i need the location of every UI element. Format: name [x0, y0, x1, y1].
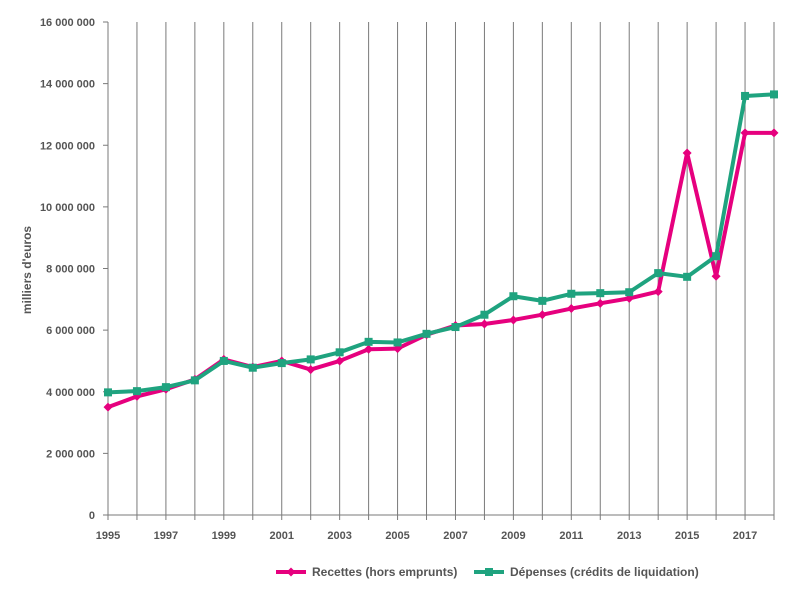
data-point: [625, 288, 634, 297]
data-point: [306, 365, 316, 375]
data-point: [654, 269, 663, 278]
legend: Recettes (hors emprunts) Dépenses (crédit…: [276, 565, 699, 579]
data-point: [219, 356, 228, 365]
data-point: [740, 128, 750, 138]
x-tick-label: 1995: [96, 530, 120, 542]
data-point: [132, 387, 141, 396]
x-axis: 1995 1997 1999 2001 2003 2005 2007 2009 2011 2013…: [96, 514, 775, 542]
data-point: [190, 376, 199, 385]
y-axis-title: milliers d'euros: [20, 226, 34, 315]
data-point: [364, 344, 374, 354]
data-point: [335, 348, 344, 357]
series-1: [103, 128, 779, 412]
y-tick-label: 4 000 000: [46, 387, 95, 399]
data-point: [161, 383, 170, 392]
data-point: [480, 310, 489, 319]
data-point: [682, 148, 692, 158]
legend-item-1: Recettes (hors emprunts): [276, 565, 457, 579]
data-point: [595, 298, 605, 308]
x-tick-label: 2009: [501, 530, 525, 542]
data-point: [479, 319, 489, 329]
x-tick-label: 2011: [559, 530, 583, 542]
y-axis: 0 2 000 000 4 000 000 6 000 000 8 000 000 10 …: [40, 17, 109, 522]
y-tick-label: 2 000 000: [46, 448, 95, 460]
data-point: [770, 90, 778, 99]
y-tick-label: 0: [89, 510, 95, 522]
x-tick-label: 2001: [269, 530, 293, 542]
data-point: [653, 287, 663, 297]
y-tick-label: 14 000 000: [40, 79, 95, 91]
legend-label: Dépenses (crédits de liquidation): [510, 565, 699, 579]
x-tick-label: 2015: [675, 530, 699, 542]
data-point: [509, 292, 518, 301]
data-point: [596, 289, 605, 298]
series-line: [107, 130, 774, 410]
data-point: [364, 337, 373, 346]
y-tick-label: 12 000 000: [40, 140, 95, 152]
data-point: [103, 402, 113, 412]
x-tick-label: 2005: [385, 530, 409, 542]
legend-label: Recettes (hors emprunts): [312, 565, 457, 579]
data-point: [683, 272, 692, 281]
data-point: [422, 329, 431, 338]
y-tick-label: 8 000 000: [46, 264, 95, 276]
series-2: [104, 90, 778, 397]
data-point: [104, 388, 112, 397]
data-point: [711, 271, 721, 281]
x-tick-label: 2007: [443, 530, 467, 542]
x-tick-label: 2017: [733, 530, 757, 542]
data-point: [248, 363, 257, 372]
x-tick-label: 2013: [617, 530, 641, 542]
data-point: [335, 356, 345, 366]
data-point: [567, 289, 576, 298]
series-layer: [103, 90, 779, 412]
x-tick-label: 1997: [154, 530, 178, 542]
data-point: [741, 91, 750, 100]
data-point: [538, 296, 547, 305]
x-tick-label: 2003: [327, 530, 351, 542]
data-point: [277, 359, 286, 368]
data-point: [537, 310, 547, 320]
legend-swatch-marker: [286, 567, 296, 577]
y-tick-label: 10 000 000: [40, 202, 95, 214]
data-point: [306, 355, 315, 364]
y-tick-label: 16 000 000: [40, 17, 95, 29]
data-point: [508, 315, 518, 325]
data-point: [712, 252, 721, 261]
gridlines: [107, 22, 775, 515]
y-tick-label: 6 000 000: [46, 325, 95, 337]
legend-swatch-marker: [485, 568, 493, 576]
data-point: [566, 304, 576, 314]
x-tick-label: 1999: [212, 530, 236, 542]
data-point: [769, 128, 779, 138]
legend-item-2: Dépenses (crédits de liquidation): [474, 565, 699, 579]
data-point: [451, 323, 460, 332]
data-point: [393, 338, 402, 347]
series-line: [107, 92, 775, 395]
